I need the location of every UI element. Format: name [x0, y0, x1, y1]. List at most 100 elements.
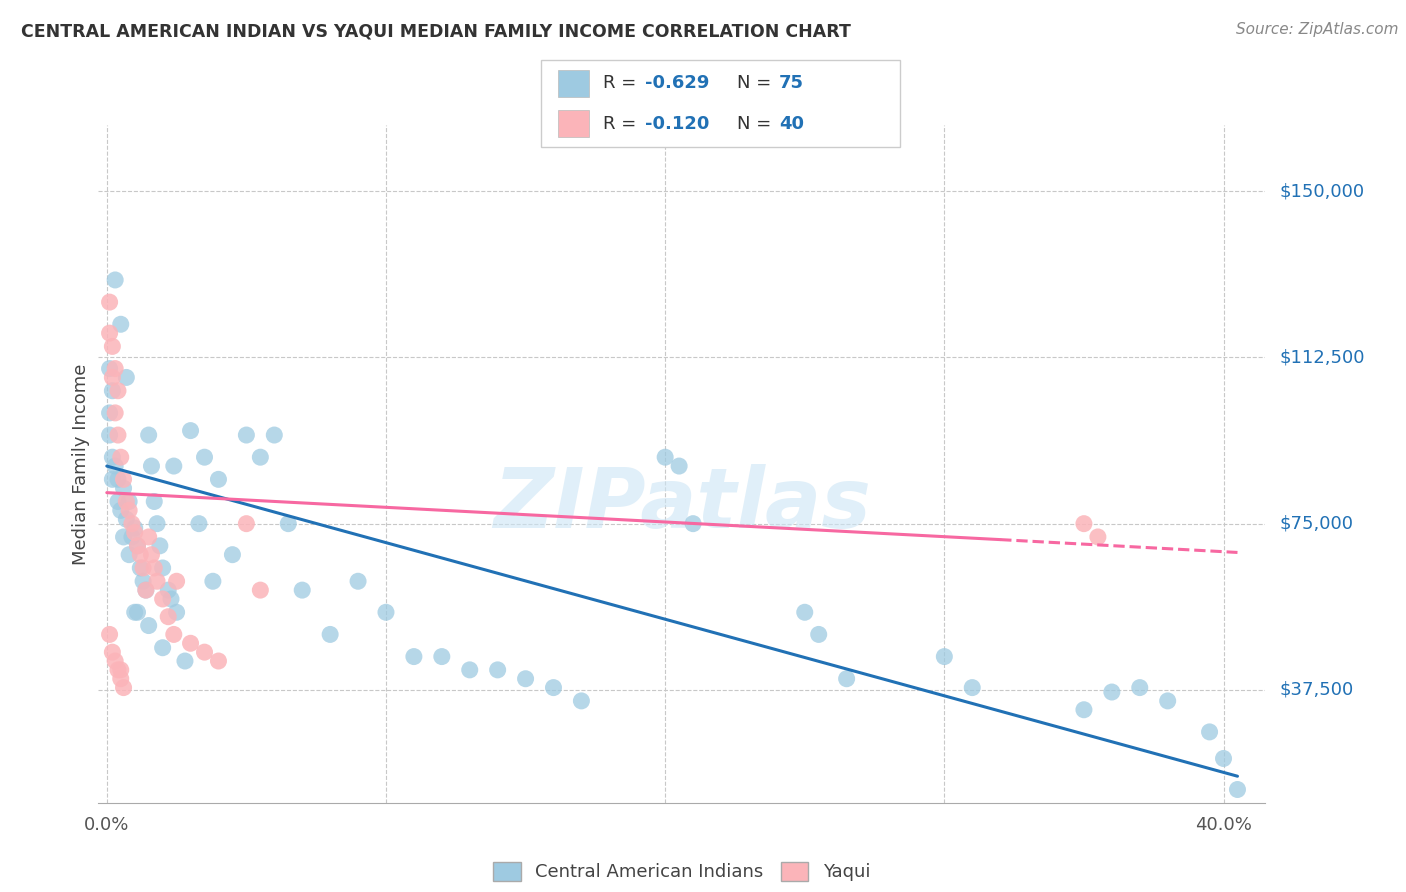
Point [962, 681, 984, 695]
Point [180, 636, 202, 650]
Point [98, 361, 121, 376]
Point [107, 384, 129, 398]
Point [187, 516, 209, 531]
Point [141, 458, 163, 473]
Point [104, 273, 127, 287]
Point [174, 654, 197, 668]
Point [543, 681, 565, 695]
Point [110, 663, 132, 677]
Point [207, 472, 229, 486]
Point [121, 516, 143, 531]
Y-axis label: Median Family Income: Median Family Income [72, 363, 90, 565]
Point [129, 561, 152, 575]
Point [143, 494, 166, 508]
Point [110, 450, 132, 465]
Point [104, 361, 127, 376]
Point [486, 663, 509, 677]
Point [1073, 703, 1095, 717]
Text: -0.629: -0.629 [645, 74, 710, 93]
Point [1198, 725, 1220, 739]
Point [1129, 681, 1152, 695]
Point [112, 472, 135, 486]
Point [124, 521, 146, 535]
Point [104, 406, 127, 420]
Point [135, 583, 157, 598]
Point [180, 424, 202, 438]
Point [249, 583, 271, 598]
Point [127, 605, 149, 619]
Point [163, 458, 186, 473]
Point [152, 592, 174, 607]
Point [149, 539, 172, 553]
Point [115, 370, 138, 384]
Point [110, 318, 132, 332]
Point [160, 592, 183, 607]
Point [104, 654, 127, 668]
Point [121, 530, 143, 544]
Point [166, 605, 188, 619]
Point [319, 627, 342, 641]
Point [375, 605, 398, 619]
Legend: Central American Indians, Yaqui: Central American Indians, Yaqui [486, 855, 877, 888]
Point [124, 525, 146, 540]
Text: 40: 40 [779, 114, 804, 133]
Point [101, 339, 124, 353]
Point [129, 548, 152, 562]
Point [101, 450, 124, 465]
Point [1212, 751, 1234, 765]
Point [110, 672, 132, 686]
Point [1101, 685, 1123, 699]
Point [98, 428, 121, 442]
Text: $112,500: $112,500 [1279, 349, 1365, 367]
Point [118, 548, 141, 562]
Text: N =: N = [737, 74, 776, 93]
Point [98, 627, 121, 641]
Point [193, 450, 215, 465]
Point [402, 649, 425, 664]
Point [1073, 516, 1095, 531]
Point [127, 539, 149, 553]
Point [835, 672, 858, 686]
Point [654, 450, 676, 465]
Point [118, 503, 141, 517]
Point [132, 574, 155, 589]
Text: $75,000: $75,000 [1279, 515, 1354, 533]
Point [277, 516, 299, 531]
Point [934, 649, 956, 664]
Text: ZIPatlas: ZIPatlas [494, 464, 870, 545]
Point [138, 530, 160, 544]
Point [682, 516, 704, 531]
Point [291, 583, 314, 598]
Text: R =: R = [603, 114, 643, 133]
Point [138, 618, 160, 632]
Point [115, 512, 138, 526]
Text: $37,500: $37,500 [1279, 681, 1354, 698]
Point [118, 494, 141, 508]
Point [110, 503, 132, 517]
Point [193, 645, 215, 659]
Text: R =: R = [603, 74, 643, 93]
Point [146, 516, 169, 531]
Text: Source: ZipAtlas.com: Source: ZipAtlas.com [1236, 22, 1399, 37]
Text: CENTRAL AMERICAN INDIAN VS YAQUI MEDIAN FAMILY INCOME CORRELATION CHART: CENTRAL AMERICAN INDIAN VS YAQUI MEDIAN … [21, 22, 851, 40]
Point [107, 494, 129, 508]
Point [101, 645, 124, 659]
Point [112, 530, 135, 544]
Point [135, 583, 157, 598]
Point [163, 627, 186, 641]
Point [249, 450, 271, 465]
Point [101, 370, 124, 384]
Point [347, 574, 370, 589]
Point [152, 640, 174, 655]
Point [107, 472, 129, 486]
Point [107, 428, 129, 442]
Point [107, 663, 129, 677]
Text: N =: N = [737, 114, 776, 133]
Point [221, 548, 243, 562]
Point [104, 458, 127, 473]
Point [263, 428, 285, 442]
Point [1087, 530, 1109, 544]
Point [132, 561, 155, 575]
Point [112, 681, 135, 695]
Point [515, 672, 537, 686]
